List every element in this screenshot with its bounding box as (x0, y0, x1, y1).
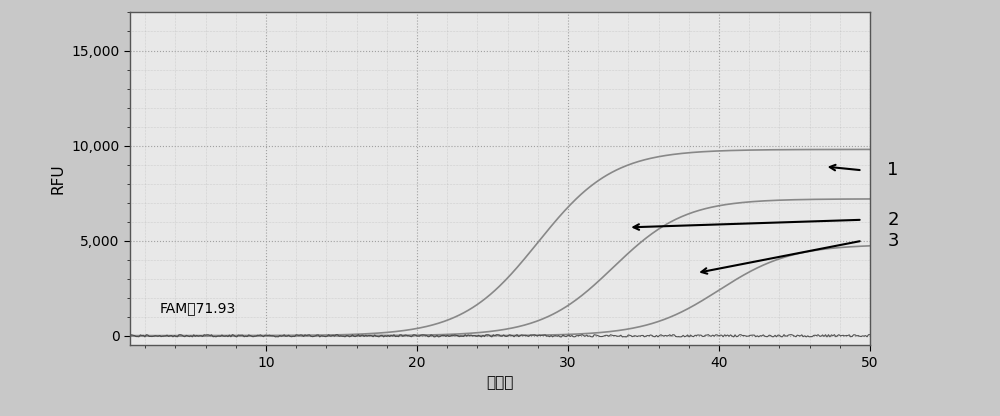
Text: 2: 2 (887, 211, 899, 229)
Text: 1: 1 (887, 161, 899, 179)
Text: 3: 3 (887, 232, 899, 250)
Text: FAM：71.93: FAM：71.93 (160, 301, 236, 315)
X-axis label: 循环数: 循环数 (486, 375, 514, 390)
Y-axis label: RFU: RFU (51, 163, 66, 194)
